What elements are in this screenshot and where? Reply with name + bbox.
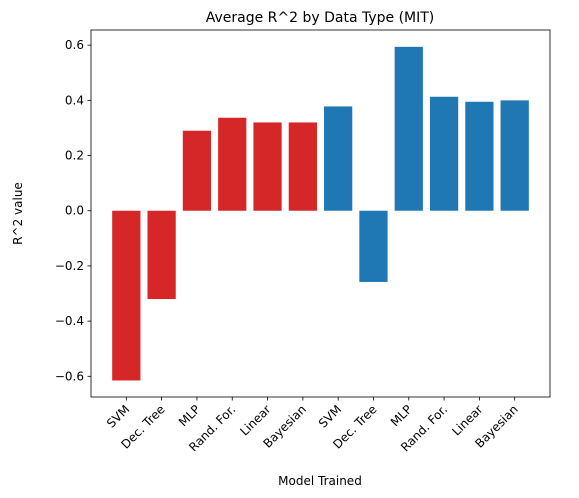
x-tick-label: MLP [388,402,415,429]
y-tick-label: −0.2 [55,259,84,273]
bar-3 [183,131,211,211]
y-tick-label: −0.6 [55,369,84,383]
x-tick-label: SVM [104,402,132,430]
bar-1 [112,211,140,381]
bar-7 [324,106,352,210]
bar-8 [359,211,387,282]
x-axis-title: Model Trained [278,474,362,488]
bars-group [112,47,529,381]
bar-12 [501,100,529,210]
bar-2 [147,211,175,299]
bar-6 [289,122,317,210]
x-tick-label: MLP [176,402,203,429]
y-axis: −0.6 −0.4 −0.2 0.0 0.2 0.4 0.6 [55,38,91,383]
bar-5 [253,122,281,210]
y-tick-label: −0.4 [55,314,84,328]
chart-title: Average R^2 by Data Type (MIT) [206,10,435,26]
bar-10 [430,97,458,211]
y-axis-title: R^2 value [11,182,25,245]
bar-9 [395,47,423,211]
bar-4 [218,118,246,211]
y-tick-label: 0.6 [65,38,84,52]
x-tick-label: SVM [316,402,344,430]
y-tick-label: 0.4 [65,93,84,107]
bar-11 [465,102,493,211]
y-tick-label: 0.0 [65,204,84,218]
y-tick-label: 0.2 [65,149,84,163]
